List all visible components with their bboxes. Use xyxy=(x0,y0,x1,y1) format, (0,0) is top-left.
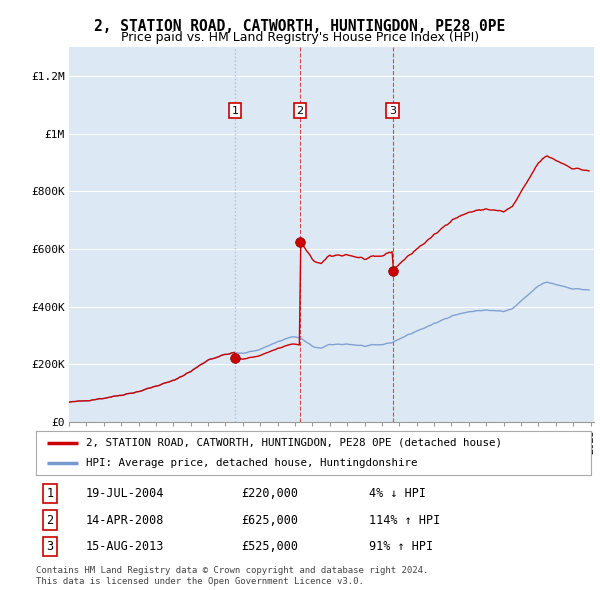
Text: 4% ↓ HPI: 4% ↓ HPI xyxy=(369,487,426,500)
Text: 114% ↑ HPI: 114% ↑ HPI xyxy=(369,514,440,527)
Text: Contains HM Land Registry data © Crown copyright and database right 2024.: Contains HM Land Registry data © Crown c… xyxy=(36,566,428,575)
Text: £525,000: £525,000 xyxy=(241,540,298,553)
Text: 2, STATION ROAD, CATWORTH, HUNTINGDON, PE28 0PE (detached house): 2, STATION ROAD, CATWORTH, HUNTINGDON, P… xyxy=(86,438,502,448)
Text: 1: 1 xyxy=(232,106,238,116)
Text: 91% ↑ HPI: 91% ↑ HPI xyxy=(369,540,433,553)
Text: Price paid vs. HM Land Registry's House Price Index (HPI): Price paid vs. HM Land Registry's House … xyxy=(121,31,479,44)
Text: 1: 1 xyxy=(46,487,53,500)
Text: HPI: Average price, detached house, Huntingdonshire: HPI: Average price, detached house, Hunt… xyxy=(86,458,418,468)
Text: 3: 3 xyxy=(46,540,53,553)
Text: 14-APR-2008: 14-APR-2008 xyxy=(86,514,164,527)
Text: This data is licensed under the Open Government Licence v3.0.: This data is licensed under the Open Gov… xyxy=(36,577,364,586)
Text: 2, STATION ROAD, CATWORTH, HUNTINGDON, PE28 0PE: 2, STATION ROAD, CATWORTH, HUNTINGDON, P… xyxy=(94,19,506,34)
Text: 2: 2 xyxy=(296,106,304,116)
Text: 19-JUL-2004: 19-JUL-2004 xyxy=(86,487,164,500)
Text: 3: 3 xyxy=(389,106,396,116)
Text: £625,000: £625,000 xyxy=(241,514,298,527)
Text: £220,000: £220,000 xyxy=(241,487,298,500)
Text: 2: 2 xyxy=(46,514,53,527)
Text: 15-AUG-2013: 15-AUG-2013 xyxy=(86,540,164,553)
